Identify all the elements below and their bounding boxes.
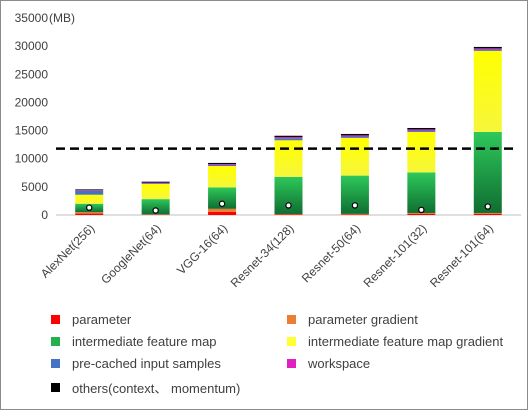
legend-label: pre-cached input samples: [72, 356, 221, 371]
legend-item-intermediate-feature-map: intermediate feature map: [51, 334, 217, 349]
bar-segment-others-context-momentum: [75, 189, 104, 191]
bar-segment-pre-cached-input-samples: [340, 136, 369, 138]
legend-item-workspace: workspace: [287, 356, 370, 371]
bar-segment-parameter: [208, 211, 237, 215]
legend-label: parameter: [72, 312, 132, 327]
legend-swatch: [51, 359, 60, 368]
y-tick-label: 35000: [15, 11, 49, 25]
bar-marker: [285, 202, 292, 209]
bar-segment-pre-cached-input-samples: [141, 183, 170, 184]
legend-label: others(context、 momentum): [72, 381, 241, 396]
bar-segment-pre-cached-input-samples: [407, 130, 436, 132]
bar-segment-workspace: [407, 129, 436, 131]
bar-segment-others-context-momentum: [141, 181, 170, 183]
legend-item-others: others(context、 momentum): [51, 378, 240, 397]
x-tick-label: Resnet-101(64): [427, 221, 496, 290]
legend-swatch: [287, 315, 296, 324]
bar-marker: [351, 202, 359, 209]
x-tick-label: VGG-16(64): [174, 221, 230, 277]
bar-segment-intermediate-feature-map-gradient: [141, 183, 170, 200]
bar-segment-intermediate-feature-map-gradient: [274, 140, 303, 177]
bar-segment-others-context-momentum: [473, 46, 502, 49]
bar-segment-intermediate-feature-map: [141, 199, 170, 215]
bar-segment-others-context-momentum: [274, 135, 303, 138]
legend-label: intermediate feature map gradient: [308, 334, 504, 349]
bar-segment-parameter-gradient: [473, 212, 502, 214]
bar-segment-workspace: [473, 48, 502, 50]
legend-item-pre-cached-input-samples: pre-cached input samples: [51, 356, 221, 371]
bar-segment-parameter-gradient: [208, 208, 237, 212]
bar-segment-parameter: [75, 213, 104, 215]
bar-segment-pre-cached-input-samples: [473, 49, 502, 51]
bar-segment-intermediate-feature-map-gradient: [208, 166, 237, 188]
x-tick-label: GoogleNet(64): [98, 221, 164, 287]
x-tick-label: Resnet-101(32): [361, 221, 430, 290]
x-tick-label: Resnet-34(128): [228, 221, 297, 290]
legend-label: workspace: [308, 356, 371, 371]
legend-swatch: [287, 337, 296, 346]
bar-marker: [218, 200, 226, 207]
bar-marker: [86, 204, 93, 211]
bar-segment-others-context-momentum: [208, 162, 237, 165]
y-unit-label: (MB): [49, 11, 75, 25]
y-tick-label: 0: [41, 208, 48, 222]
bar-segment-pre-cached-input-samples: [274, 138, 303, 141]
bar-segment-parameter-gradient: [274, 213, 303, 215]
bar-segment-parameter: [340, 214, 369, 215]
bar-segment-others-context-momentum: [407, 127, 436, 130]
legend-swatch: [287, 359, 296, 368]
legend-label: intermediate feature map: [72, 334, 217, 349]
bar-marker: [152, 207, 159, 214]
bar-segment-workspace: [340, 135, 369, 137]
bar-segment-workspace: [75, 190, 104, 191]
bar-segment-intermediate-feature-map-gradient: [340, 137, 369, 176]
bar-segment-pre-cached-input-samples: [208, 164, 237, 167]
y-tick-label: 10000: [15, 152, 49, 166]
bar-segment-intermediate-feature-map: [407, 172, 436, 213]
legend-item-parameter-gradient: parameter gradient: [287, 312, 418, 327]
bar-segment-pre-cached-input-samples: [75, 190, 104, 195]
y-tick-label: 5000: [21, 180, 48, 194]
y-tick-label: 20000: [15, 95, 49, 109]
x-tick-label: AlexNet(256): [38, 221, 97, 280]
bar-segment-workspace: [141, 182, 170, 184]
y-tick-label: 15000: [15, 124, 49, 138]
bar-segment-workspace: [208, 164, 237, 165]
legend-item-parameter: parameter: [51, 312, 131, 327]
bar-segment-parameter: [274, 214, 303, 215]
legend-label: parameter gradient: [308, 312, 418, 327]
bar-segment-intermediate-feature-map: [208, 187, 237, 209]
bar-segment-intermediate-feature-map-gradient: [407, 131, 436, 173]
legend-swatch: [51, 315, 60, 324]
y-tick-label: 25000: [15, 67, 49, 81]
y-tick-label: 30000: [15, 39, 49, 53]
legend-item-intermediate-feature-map-gradient: intermediate feature map gradient: [287, 334, 503, 349]
bar-segment-parameter-gradient: [407, 212, 436, 214]
bar-marker: [484, 203, 491, 210]
bar-segment-parameter-gradient: [340, 213, 369, 215]
bar-segment-parameter-gradient: [75, 212, 104, 214]
bar-segment-workspace: [274, 137, 303, 139]
bar-segment-parameter: [407, 213, 436, 215]
bar-segment-intermediate-feature-map: [473, 131, 502, 213]
bar-segment-intermediate-feature-map-gradient: [75, 194, 104, 204]
bar-segment-parameter: [473, 213, 502, 215]
bar-segment-intermediate-feature-map-gradient: [473, 50, 502, 132]
bar-marker: [418, 206, 425, 214]
stacked-bar-chart: 0 5000 10000 15000 20000 25000 30000 35000 (MB) A…: [15, 11, 521, 290]
bar-segment-others-context-momentum: [340, 133, 369, 136]
x-tick-label: Resnet-50(64): [299, 221, 363, 285]
legend-swatch: [51, 383, 60, 392]
legend-swatch: [51, 337, 60, 346]
